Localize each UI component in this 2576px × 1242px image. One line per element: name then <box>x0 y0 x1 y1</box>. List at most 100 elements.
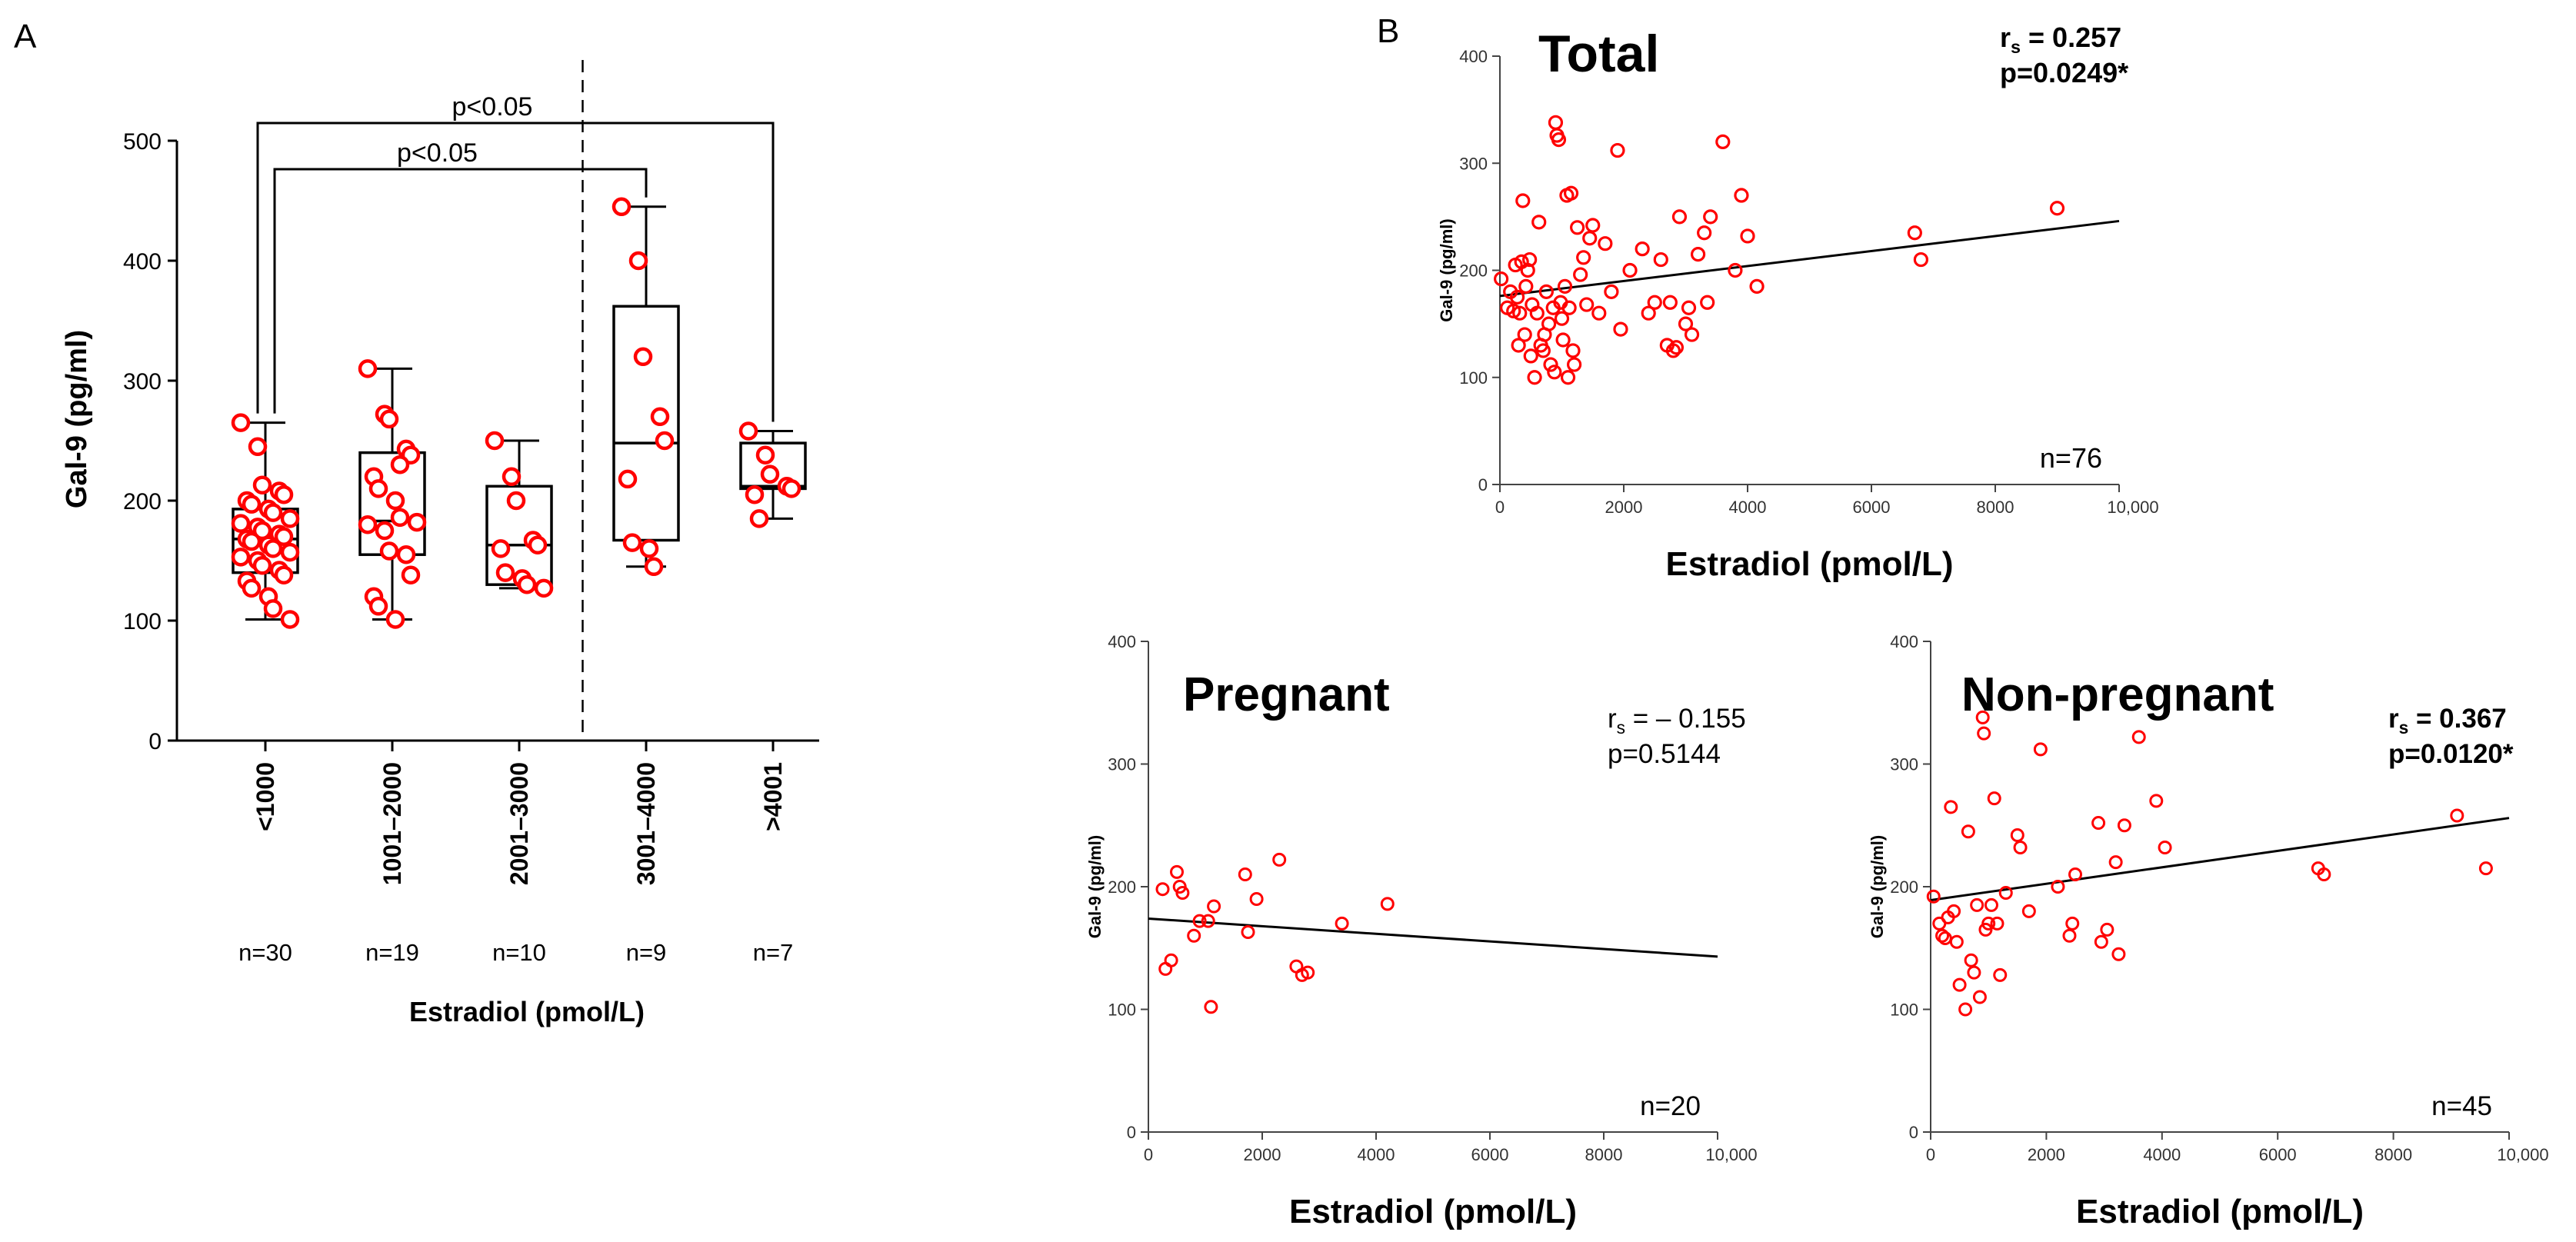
box-data-point <box>242 578 262 598</box>
scatter-point <box>1604 284 1619 299</box>
scatter-point <box>1703 209 1718 225</box>
scatter-x-tick-label: 0 <box>1144 1145 1153 1164</box>
scatter-point <box>1944 800 1958 814</box>
scatter-point <box>1641 305 1656 321</box>
scatter-point <box>1975 710 1990 724</box>
scatter-point <box>2111 947 2126 961</box>
scatter-point <box>1977 726 1991 741</box>
box-data-point <box>280 509 300 528</box>
scatter-point <box>1522 251 1538 268</box>
box-data-point <box>274 484 294 504</box>
box-data-point <box>755 445 775 465</box>
box-data-point <box>379 409 399 429</box>
box-data-point <box>368 479 388 498</box>
scatter-point <box>1668 340 1685 355</box>
scatter-x-tick-label: 4000 <box>2143 1145 2181 1164</box>
scatter-x-tick-label: 10,000 <box>1705 1145 1757 1164</box>
scatter-point <box>1563 185 1579 201</box>
scatter-y-tick-label: 300 <box>1890 755 1918 774</box>
scatter-point <box>1187 928 1201 943</box>
sample-size: n=45 <box>2431 1091 2492 1121</box>
scatter-x-tick-label: 6000 <box>1853 498 1891 517</box>
scatter-point <box>1335 916 1349 931</box>
scatter-point <box>2091 816 2106 831</box>
scatter-point <box>2158 840 2172 854</box>
scatter-point <box>1749 278 1765 294</box>
scatter-point <box>1573 267 1588 282</box>
scatter-x-tick-label: 6000 <box>1471 1145 1509 1164</box>
scatter-title: Pregnant <box>1183 668 1390 721</box>
box-count-label: n=10 <box>492 939 546 966</box>
box-data-point <box>401 565 421 584</box>
scatter-point <box>1681 300 1697 315</box>
scatter-point <box>1665 343 1681 358</box>
scatter-point <box>2010 828 2024 843</box>
scatter-point <box>1201 914 1215 928</box>
box-data-point <box>379 541 399 561</box>
scatter-point <box>1684 327 1700 342</box>
scatter-point <box>1700 295 1715 310</box>
scatter-point <box>1164 953 1178 967</box>
scatter-x-tick-label: 8000 <box>1585 1145 1623 1164</box>
scatter-point <box>1520 262 1535 278</box>
scatter-point <box>1970 897 1984 912</box>
scatter-point <box>1947 904 1961 918</box>
box-data-point <box>618 469 638 489</box>
scatter-y-tick-label: 0 <box>1909 1123 1918 1142</box>
scatter-x-tick-label: 2000 <box>1244 1145 1281 1164</box>
box-data-point <box>534 578 554 598</box>
box-ylabel: Gal-9 (pg/ml) <box>61 330 93 508</box>
box-data-point <box>280 542 300 562</box>
box-count-label: n=9 <box>626 939 667 966</box>
box-data-point <box>368 597 388 616</box>
box-data-point <box>263 503 283 522</box>
scatter-point <box>1952 977 1967 992</box>
scatter-point <box>1958 1002 1973 1017</box>
scatter-point <box>2049 201 2065 216</box>
scatter-y-tick-label: 200 <box>1459 261 1488 281</box>
scatter-point <box>1192 914 1207 928</box>
significance-bracket <box>256 122 775 422</box>
scatter-point <box>1907 225 1922 241</box>
scatter-point <box>1570 220 1585 235</box>
scatter-point <box>2131 730 2146 744</box>
scatter-point <box>1715 134 1731 149</box>
box-xlabel: Estradiol (pmol/L) <box>409 996 645 1027</box>
box-category-label: >4001 <box>759 762 787 831</box>
scatter-ylabel: Gal-9 (pg/ml) <box>1437 218 1456 321</box>
scatter-point <box>1380 897 1395 911</box>
scatter-point <box>2478 861 2493 876</box>
box-data-point <box>263 539 283 558</box>
scatter-y-tick-label: 400 <box>1890 632 1918 651</box>
box-data-point <box>506 491 526 511</box>
scatter-point <box>1579 297 1595 312</box>
significance-label: p<0.05 <box>397 138 478 168</box>
box-data-point <box>252 555 272 575</box>
scatter-point <box>1591 305 1607 321</box>
scatter-x-tick-label: 10,000 <box>2497 1145 2548 1164</box>
scatter-point <box>1557 278 1573 294</box>
scatter-y-tick-label: 200 <box>1890 877 1918 897</box>
scatter-point <box>1565 343 1581 358</box>
scatter-point <box>1613 321 1628 337</box>
scatter-point <box>2051 880 2065 894</box>
box-data-point <box>252 475 272 494</box>
scatter-point <box>1518 278 1534 294</box>
box-data-point <box>644 557 664 577</box>
box-data-point <box>280 610 300 629</box>
significance-bracket <box>273 168 648 414</box>
scatter-point <box>1535 343 1551 358</box>
scatter-x-tick-label: 0 <box>1926 1145 1935 1164</box>
scatter-point <box>1678 316 1694 331</box>
scatter-y-tick-label: 0 <box>1127 1123 1136 1142</box>
box-data-point <box>485 431 505 451</box>
scatter-point <box>1949 934 1964 949</box>
scatter-y-tick-label: 100 <box>1108 1001 1136 1020</box>
scatter-point <box>2033 742 2048 757</box>
scatter-point <box>1647 295 1662 310</box>
scatter-point <box>2062 928 2077 943</box>
scatter-point <box>1935 928 1950 943</box>
scatter-point <box>1734 188 1749 203</box>
